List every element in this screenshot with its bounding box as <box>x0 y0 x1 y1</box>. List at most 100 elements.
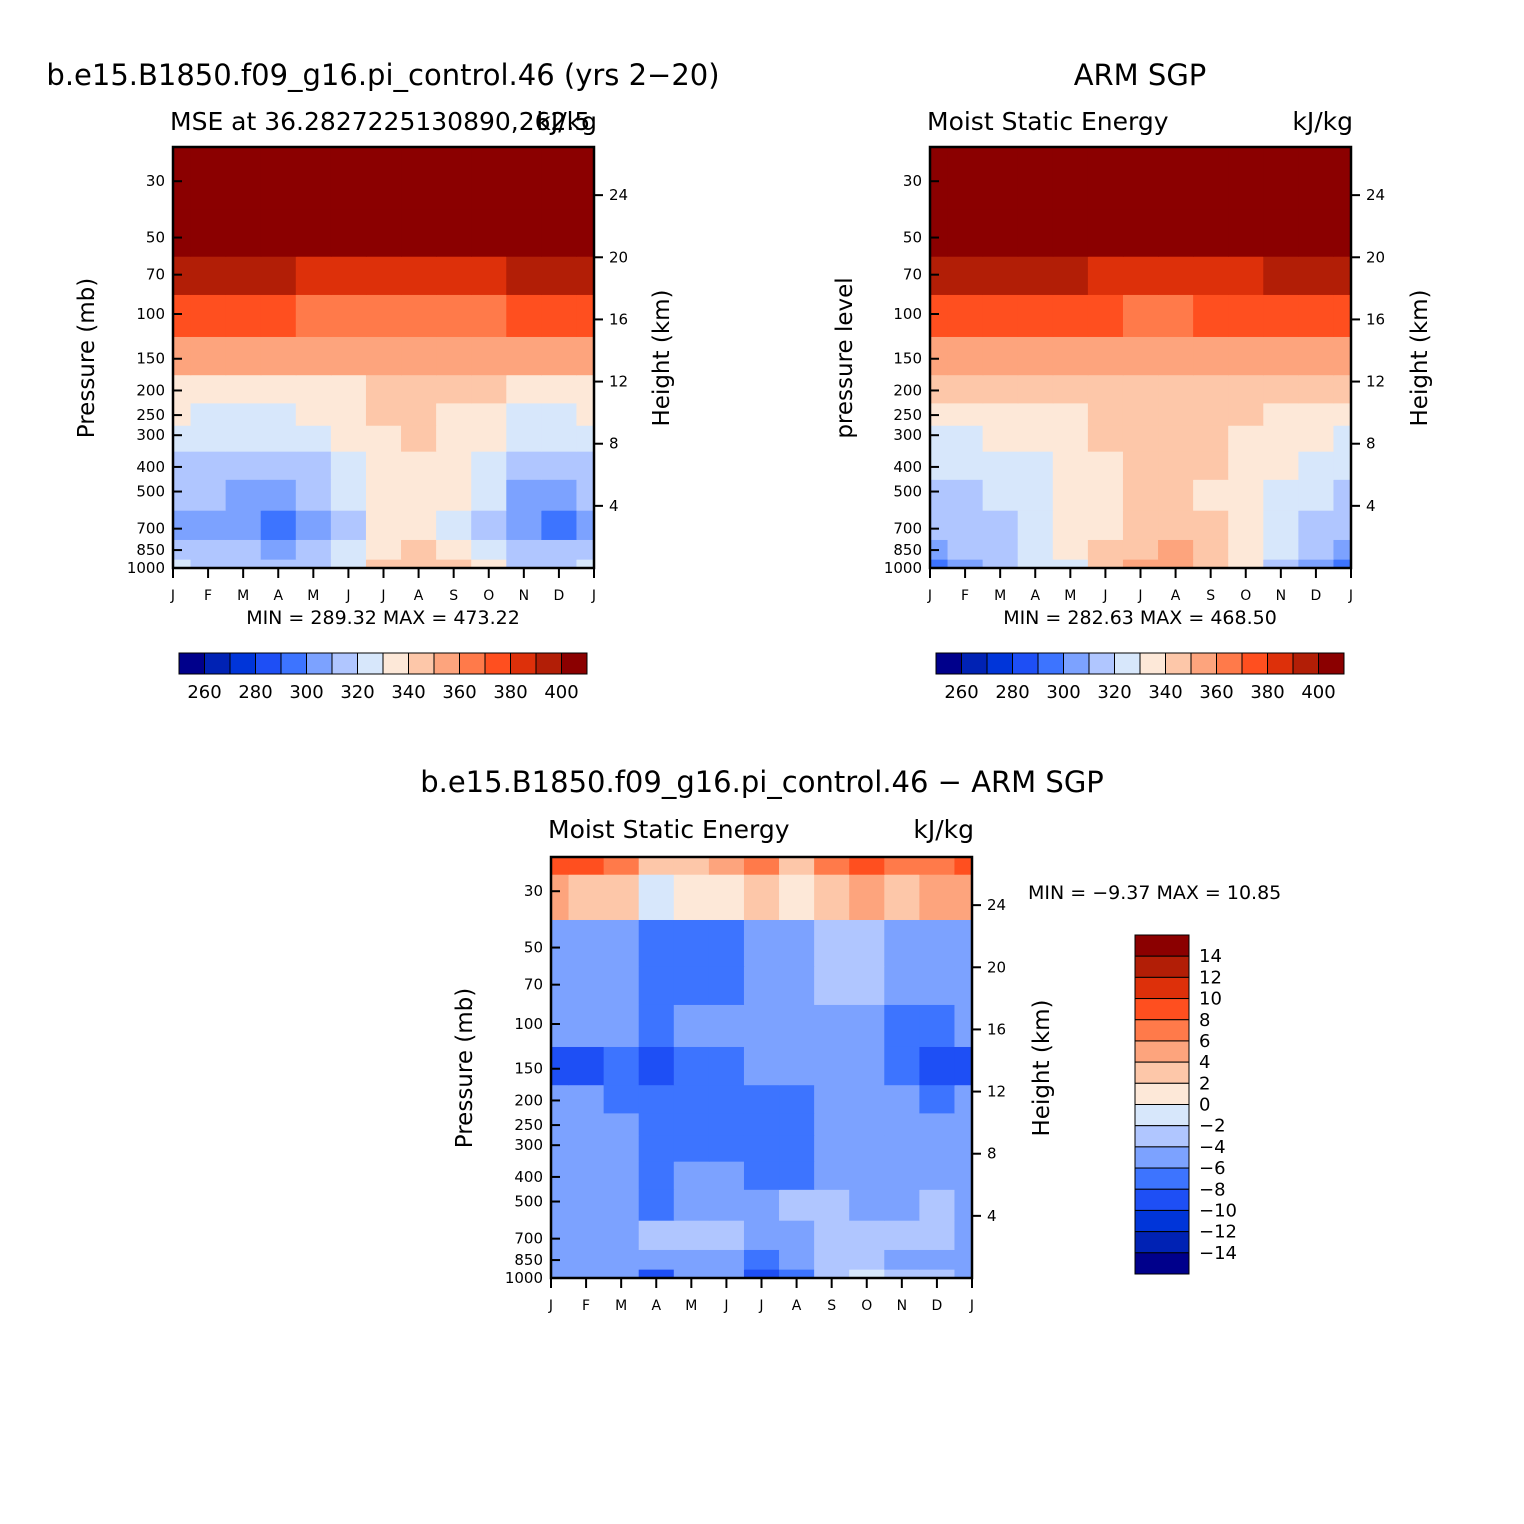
contour-cell <box>225 510 262 540</box>
contour-cell <box>638 857 675 875</box>
contour-cell <box>947 147 984 165</box>
contour-cell <box>1122 425 1159 452</box>
contour-cell <box>260 374 297 404</box>
contour-cell <box>1052 479 1089 511</box>
contour-cell <box>190 147 227 165</box>
y-tick-label: 200 <box>893 381 922 399</box>
contour-cell <box>1333 147 1352 165</box>
contour-cell <box>1017 147 1054 165</box>
contour-cell <box>814 1189 850 1221</box>
contour-cell <box>1333 209 1352 257</box>
contour-cell <box>260 402 297 426</box>
contour-cell <box>884 1135 920 1162</box>
contour-cell <box>225 374 262 404</box>
colorbar-box <box>561 652 588 675</box>
colorbar-label: −12 <box>1199 1222 1237 1243</box>
contour-cell <box>954 919 973 967</box>
contour-cell <box>954 874 973 920</box>
contour-cell <box>576 147 595 165</box>
y-tick-label: 700 <box>893 520 922 538</box>
contour-cell <box>1158 209 1194 257</box>
y-tick-label: 200 <box>136 381 165 399</box>
colorbar-label: 4 <box>1199 1052 1210 1073</box>
y-tick-label: 300 <box>893 426 922 444</box>
contour-cell <box>1087 374 1124 404</box>
x-tick-label: A <box>273 588 283 604</box>
contour-cell <box>603 1112 640 1136</box>
contour-cell <box>1122 336 1159 376</box>
contour-cell <box>708 1220 745 1250</box>
contour-cell <box>919 919 956 967</box>
contour-cell <box>884 1269 920 1279</box>
contour-cell <box>576 374 595 404</box>
panel-model-y-ticks-right: 24 20 16 12 8 4 <box>594 186 628 515</box>
x-tick-label: D <box>1311 588 1322 604</box>
contour-cell <box>173 510 192 540</box>
contour-cell <box>1228 402 1264 426</box>
contour-cell <box>260 539 297 560</box>
contour-cell <box>541 164 578 210</box>
contour-cell <box>954 1189 973 1221</box>
contour-cell <box>471 402 507 426</box>
contour-cell <box>930 539 949 560</box>
x-tick-label: D <box>932 1298 943 1314</box>
contour-cell <box>1017 559 1054 569</box>
contour-cell <box>471 256 507 295</box>
contour-cell <box>779 966 815 1005</box>
y-tick-label: 250 <box>136 406 165 424</box>
contour-cell <box>1333 451 1352 480</box>
contour-cell <box>1017 294 1054 337</box>
panel-diff-cells <box>551 857 973 1279</box>
contour-cell <box>190 374 227 404</box>
colorbar-label: 380 <box>493 682 527 703</box>
contour-cell <box>576 559 595 569</box>
contour-cell <box>1158 256 1194 295</box>
y-tick-label: 250 <box>514 1116 543 1134</box>
contour-cell <box>295 209 332 257</box>
contour-cell <box>673 1112 710 1136</box>
contour-cell <box>295 256 332 295</box>
contour-cell <box>1122 294 1159 337</box>
contour-cell <box>1298 164 1335 210</box>
colorbar-label: −2 <box>1199 1116 1226 1137</box>
colorbar-box <box>255 652 282 675</box>
contour-cell <box>982 451 1019 480</box>
contour-cell <box>576 425 595 452</box>
contour-cell <box>541 209 578 257</box>
contour-cell <box>603 1046 640 1086</box>
panel-diff-ylabel-right: Height (km) <box>1029 999 1055 1136</box>
contour-cell <box>568 857 605 875</box>
contour-cell <box>954 1269 973 1279</box>
contour-cell <box>708 919 745 967</box>
contour-cell <box>1052 539 1089 560</box>
colorbar-label: 10 <box>1199 989 1222 1010</box>
contour-cell <box>173 425 192 452</box>
colorbar-label: 320 <box>1097 682 1131 703</box>
colorbar-box <box>1012 652 1039 675</box>
contour-cell <box>947 425 984 452</box>
colorbar-label: 360 <box>442 682 476 703</box>
contour-cell <box>1193 256 1229 295</box>
panel-model-cells <box>173 147 595 569</box>
y-tick-label: 400 <box>514 1168 543 1186</box>
contour-cell <box>330 479 367 511</box>
contour-cell <box>173 539 192 560</box>
contour-cell <box>260 479 297 511</box>
contour-cell <box>576 164 595 210</box>
contour-cell <box>1263 164 1299 210</box>
contour-cell <box>1158 539 1194 560</box>
contour-cell <box>919 1046 956 1086</box>
contour-cell <box>1158 451 1194 480</box>
contour-cell <box>506 402 542 426</box>
contour-cell <box>365 539 402 560</box>
contour-cell <box>551 966 570 1005</box>
contour-cell <box>708 1249 745 1270</box>
contour-cell <box>982 402 1019 426</box>
colorbar-label: −14 <box>1199 1243 1237 1264</box>
contour-cell <box>190 209 227 257</box>
contour-cell <box>1228 479 1264 511</box>
panel-diff-y-ticks-right: 24 20 16 12 8 4 <box>972 896 1006 1225</box>
contour-cell <box>638 1004 675 1047</box>
contour-cell <box>436 294 472 337</box>
